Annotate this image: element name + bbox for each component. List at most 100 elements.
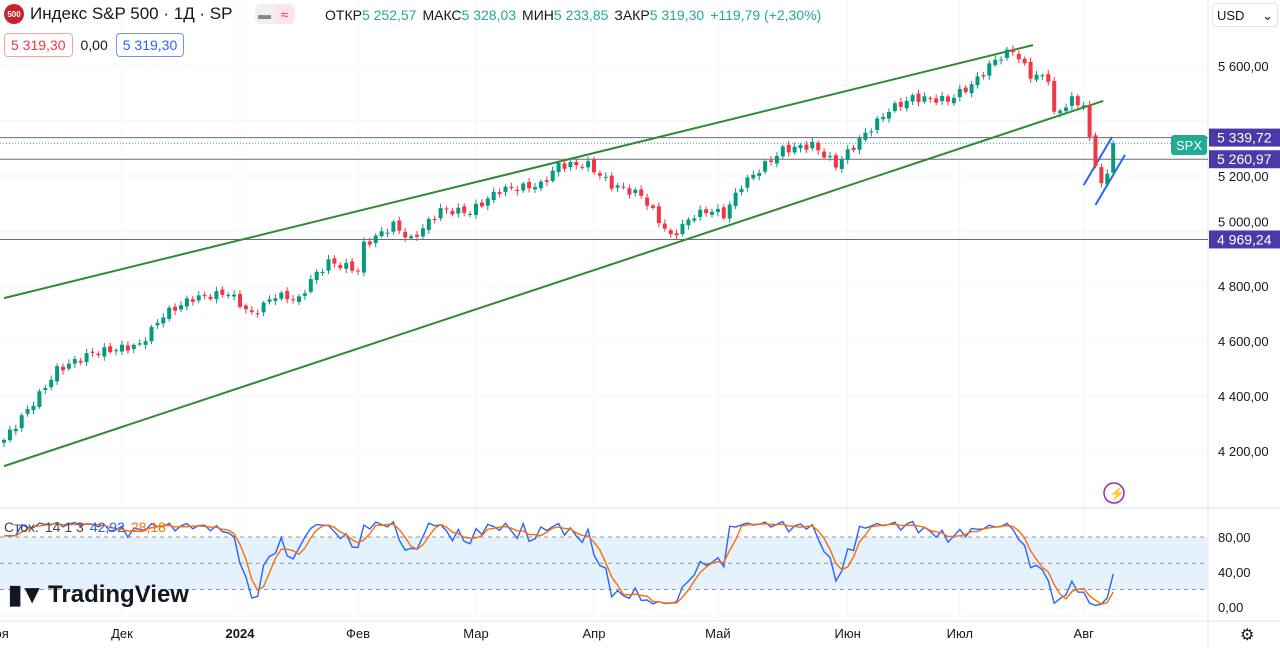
candle[interactable] bbox=[149, 326, 154, 342]
candle[interactable] bbox=[586, 161, 591, 168]
candle[interactable] bbox=[308, 279, 313, 292]
candle[interactable] bbox=[574, 161, 579, 166]
candle[interactable] bbox=[226, 294, 231, 296]
candle[interactable] bbox=[733, 192, 738, 207]
candle[interactable] bbox=[19, 415, 24, 429]
candle[interactable] bbox=[715, 208, 720, 212]
candle[interactable] bbox=[385, 232, 390, 234]
candle[interactable] bbox=[350, 261, 355, 271]
candle[interactable] bbox=[568, 162, 573, 168]
candle[interactable] bbox=[621, 186, 626, 188]
candle[interactable] bbox=[66, 363, 71, 369]
candle[interactable] bbox=[981, 75, 986, 77]
candle[interactable] bbox=[580, 166, 585, 168]
candle[interactable] bbox=[710, 211, 714, 215]
candle[interactable] bbox=[120, 344, 124, 352]
candle[interactable] bbox=[167, 307, 172, 319]
candle[interactable] bbox=[592, 159, 596, 173]
candle[interactable] bbox=[137, 343, 142, 345]
candle[interactable] bbox=[763, 161, 768, 172]
candle[interactable] bbox=[302, 293, 307, 296]
candle[interactable] bbox=[479, 202, 484, 207]
candle[interactable] bbox=[916, 93, 921, 103]
candle[interactable] bbox=[208, 296, 213, 300]
candle[interactable] bbox=[910, 95, 915, 102]
candle[interactable] bbox=[391, 221, 396, 232]
candle[interactable] bbox=[550, 170, 555, 181]
candle[interactable] bbox=[845, 149, 850, 160]
sell-button[interactable]: 5 319,30 bbox=[4, 33, 73, 57]
candle[interactable] bbox=[828, 156, 832, 158]
candle[interactable] bbox=[603, 176, 608, 178]
candle[interactable] bbox=[238, 293, 242, 307]
candle[interactable] bbox=[544, 180, 549, 182]
candle[interactable] bbox=[857, 138, 862, 150]
candle[interactable] bbox=[31, 405, 36, 411]
tradingview-logo[interactable]: ▮▼ TradingView bbox=[8, 579, 189, 610]
candle[interactable] bbox=[946, 96, 950, 102]
candle[interactable] bbox=[887, 112, 891, 119]
candle[interactable] bbox=[692, 218, 697, 221]
candle[interactable] bbox=[13, 428, 18, 432]
candle[interactable] bbox=[261, 302, 266, 313]
candle[interactable] bbox=[161, 317, 166, 324]
candle[interactable] bbox=[1064, 107, 1068, 112]
candle[interactable] bbox=[904, 100, 909, 109]
candle[interactable] bbox=[957, 88, 962, 98]
candle[interactable] bbox=[774, 156, 779, 164]
candle[interactable] bbox=[1010, 49, 1015, 53]
candle[interactable] bbox=[993, 59, 998, 65]
candle[interactable] bbox=[420, 228, 425, 237]
candle[interactable] bbox=[1028, 61, 1033, 79]
candle[interactable] bbox=[934, 98, 939, 103]
candle[interactable] bbox=[255, 313, 260, 315]
candle[interactable] bbox=[633, 189, 638, 194]
candle[interactable] bbox=[468, 213, 473, 215]
candle[interactable] bbox=[90, 351, 95, 353]
candle[interactable] bbox=[869, 131, 874, 133]
candle[interactable] bbox=[940, 96, 945, 102]
candle[interactable] bbox=[515, 189, 520, 192]
candle[interactable] bbox=[704, 209, 709, 214]
candle[interactable] bbox=[875, 118, 880, 130]
candle[interactable] bbox=[220, 289, 225, 295]
candle[interactable] bbox=[450, 210, 455, 215]
candle[interactable] bbox=[1034, 74, 1039, 80]
candle[interactable] bbox=[125, 345, 130, 351]
candle[interactable] bbox=[249, 310, 254, 313]
candle[interactable] bbox=[975, 76, 980, 86]
approx-icon[interactable]: ≈ bbox=[274, 4, 295, 24]
channel-line[interactable] bbox=[1082, 136, 1113, 186]
candle[interactable] bbox=[403, 231, 408, 238]
candle[interactable] bbox=[521, 183, 526, 191]
candle[interactable] bbox=[373, 235, 378, 244]
candle[interactable] bbox=[898, 102, 903, 107]
candle[interactable] bbox=[662, 223, 667, 229]
candle[interactable] bbox=[822, 151, 827, 158]
candle[interactable] bbox=[96, 353, 101, 356]
candle[interactable] bbox=[1105, 173, 1110, 185]
chart-mode-toggle[interactable]: ▬ ≈ bbox=[254, 4, 295, 24]
candle[interactable] bbox=[43, 388, 48, 390]
candle[interactable] bbox=[780, 146, 785, 157]
candle[interactable] bbox=[196, 295, 201, 301]
candle[interactable] bbox=[184, 298, 189, 307]
symbol-title[interactable]: Индекс S&P 500 · 1Д · SP bbox=[30, 4, 233, 23]
candle[interactable] bbox=[1016, 53, 1021, 60]
candle[interactable] bbox=[1111, 143, 1116, 173]
candle[interactable] bbox=[131, 344, 136, 350]
candle[interactable] bbox=[491, 191, 496, 201]
candle[interactable] bbox=[533, 187, 537, 190]
candle[interactable] bbox=[674, 233, 679, 236]
candle[interactable] bbox=[314, 271, 319, 280]
candle[interactable] bbox=[61, 366, 65, 371]
candle[interactable] bbox=[7, 429, 12, 441]
candle[interactable] bbox=[108, 346, 113, 353]
candle[interactable] bbox=[1075, 96, 1080, 106]
candle[interactable] bbox=[338, 265, 343, 269]
candle[interactable] bbox=[361, 241, 366, 273]
candle[interactable] bbox=[279, 292, 284, 299]
candle[interactable] bbox=[291, 299, 296, 301]
candle[interactable] bbox=[432, 219, 437, 221]
